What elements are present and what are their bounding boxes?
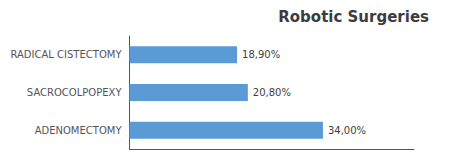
svg-text:ADENOMECTOMY: ADENOMECTOMY [35, 125, 123, 136]
svg-text:SACROCOLPOPEXY: SACROCOLPOPEXY [27, 87, 123, 98]
svg-text:Robotic Surgeries: Robotic Surgeries [278, 8, 429, 26]
svg-text:34,00%: 34,00% [328, 125, 366, 136]
svg-text:20,80%: 20,80% [253, 87, 291, 98]
svg-text:18,90%: 18,90% [242, 49, 280, 60]
svg-text:RADICAL CISTECTOMY: RADICAL CISTECTOMY [10, 49, 122, 60]
